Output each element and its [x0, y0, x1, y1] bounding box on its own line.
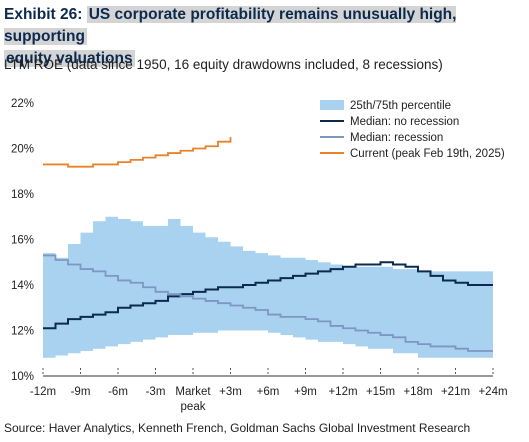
x-tick-label: +18m: [403, 386, 432, 398]
x-tick-label: +9m: [294, 386, 317, 398]
x-tick-label: Market: [175, 386, 211, 398]
title-line-2: equity valuations: [4, 50, 135, 67]
legend-swatch-band: [320, 100, 344, 110]
x-tick-label: +21m: [441, 386, 470, 398]
recession-median-line: [43, 254, 493, 352]
legend-item-current: Current (peak Feb 19th, 2025): [350, 148, 505, 160]
x-tick-label: -6m: [108, 386, 128, 398]
x-tick-label: +12m: [328, 386, 357, 398]
legend-item-band: 25th/75th percentile: [350, 100, 451, 112]
x-axis-labels: -12m -9m -6m -3m Market peak +3m +6m +9m +12m +15m…: [30, 386, 508, 413]
x-tick-label: -3m: [146, 386, 166, 398]
x-gridline-ticks: [42, 368, 494, 376]
y-tick-label: 12%: [11, 326, 34, 338]
exhibit-label: Exhibit 26:: [4, 6, 83, 23]
chart-title: Exhibit 26: US corporate profitability r…: [4, 4, 524, 70]
x-tick-label: +3m: [219, 386, 242, 398]
percentile-band: [43, 216, 493, 358]
chart-subtitle: LTM ROE (data since 1950, 16 equity draw…: [4, 57, 443, 72]
series-layer: [43, 137, 493, 352]
legend-item-recession: Median: recession: [350, 132, 443, 144]
y-tick-label: 10%: [11, 371, 34, 383]
x-tick-label-line2: peak: [181, 401, 206, 413]
y-tick-label: 14%: [11, 280, 34, 292]
x-tick-label: -9m: [71, 386, 91, 398]
source-note: Source: Haver Analytics, Kenneth French,…: [4, 421, 471, 435]
y-tick-label: 20%: [11, 144, 34, 156]
x-tick-label: +24m: [478, 386, 507, 398]
y-axis-labels: 10% 12% 14% 16% 18% 20% 22%: [11, 98, 34, 383]
legend-item-no-recession: Median: no recession: [350, 116, 459, 128]
no-recession-median-line: [43, 261, 493, 330]
y-tick-label: 16%: [11, 235, 34, 247]
x-tick-label: +6m: [257, 386, 280, 398]
y-tick-label: 18%: [11, 189, 34, 201]
current-line: [43, 137, 232, 168]
percentile-band-layer: [43, 216, 493, 358]
x-tick-label: +15m: [366, 386, 395, 398]
y-tick-label: 22%: [11, 98, 34, 110]
legend: 25th/75th percentile Median: no recession…: [320, 100, 505, 160]
x-tick-label: -12m: [30, 386, 56, 398]
